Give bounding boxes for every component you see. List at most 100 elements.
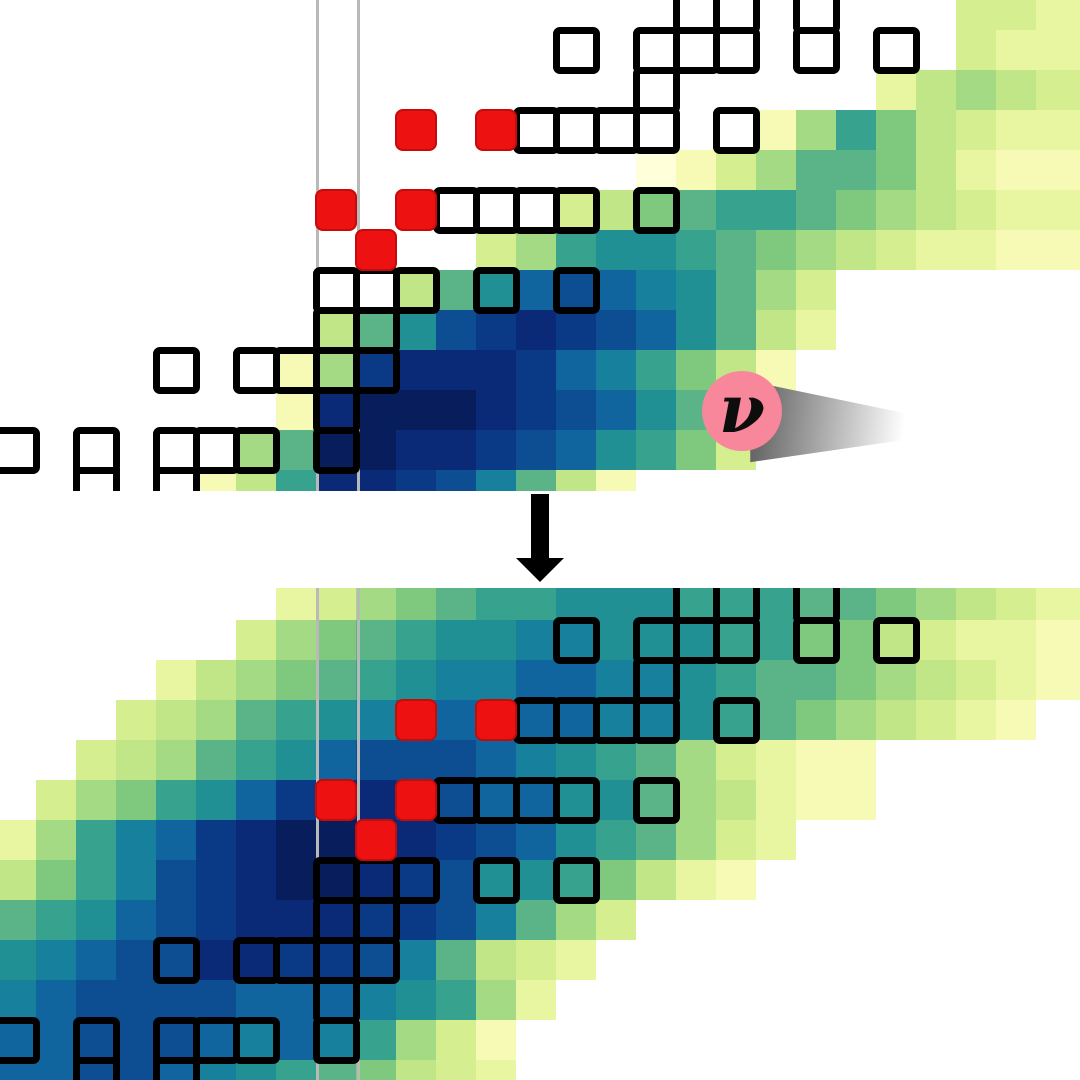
outlined-marker-cell <box>712 696 760 744</box>
vertical-guide-line <box>316 0 319 491</box>
heatmap-cell <box>316 820 356 860</box>
heatmap-cell <box>516 860 556 900</box>
heatmap-cell <box>396 900 436 940</box>
heatmap-cell <box>476 430 516 470</box>
heatmap-cell <box>636 860 676 900</box>
heatmap-cell <box>916 700 956 740</box>
heatmap-cell <box>476 980 516 1020</box>
heatmap-cell <box>76 740 116 780</box>
heatmap-cell <box>396 588 436 620</box>
heatmap-cell <box>956 150 996 190</box>
outlined-marker-cell <box>312 426 360 474</box>
heatmap-cell <box>196 980 236 1020</box>
heatmap-cell <box>476 740 516 780</box>
heatmap-cell <box>76 1060 116 1080</box>
heatmap-cell <box>236 620 276 660</box>
heatmap-cell <box>716 150 756 190</box>
heatmap-cell <box>516 820 556 860</box>
heatmap-cell <box>636 270 676 310</box>
heatmap-cell <box>796 588 836 620</box>
heatmap-cell <box>236 980 276 1020</box>
heatmap-cell <box>396 980 436 1020</box>
heatmap-cell <box>196 820 236 860</box>
heatmap-cell <box>516 660 556 700</box>
heatmap-cell <box>396 620 436 660</box>
outlined-marker-cell <box>72 1016 120 1064</box>
outlined-marker-cell <box>232 426 280 474</box>
heatmap-cell <box>276 1020 316 1060</box>
heatmap-cell <box>116 940 156 980</box>
heatmap-cell <box>476 660 516 700</box>
heatmap-cell <box>436 780 476 820</box>
heatmap-cell <box>676 620 716 660</box>
red-marker-cell <box>355 819 397 861</box>
heatmap-cell <box>476 1060 516 1080</box>
heatmap-cell <box>236 1060 276 1080</box>
heatmap-cell <box>516 230 556 270</box>
heatmap-cell <box>556 700 596 740</box>
heatmap-cell <box>556 230 596 270</box>
outlined-marker-cell <box>552 26 600 74</box>
heatmap-cell <box>996 30 1036 70</box>
outlined-marker-cell <box>872 616 920 664</box>
heatmap-cell <box>836 620 876 660</box>
heatmap-cell <box>356 700 396 740</box>
heatmap-cell <box>196 940 236 980</box>
heatmap-cell <box>636 588 676 620</box>
heatmap-cell <box>676 350 716 390</box>
heatmap-cell <box>636 740 676 780</box>
heatmap-cell <box>796 700 836 740</box>
heatmap-cell <box>756 620 796 660</box>
heatmap-cell <box>756 150 796 190</box>
heatmap-cell <box>316 860 356 900</box>
heatmap-cell <box>1036 0 1080 30</box>
down-arrow-head-icon <box>516 558 564 582</box>
heatmap-cell <box>116 1020 156 1060</box>
heatmap-cell <box>1036 660 1080 700</box>
heatmap-cell <box>876 700 916 740</box>
heatmap-cell <box>236 860 276 900</box>
heatmap-cell <box>76 820 116 860</box>
outlined-marker-cell <box>232 1016 280 1064</box>
outlined-marker-cell <box>72 426 120 474</box>
heatmap-cell <box>916 660 956 700</box>
heatmap-cell <box>716 230 756 270</box>
heatmap-cell <box>276 820 316 860</box>
outlined-marker-cell <box>472 266 520 314</box>
heatmap-cell <box>356 470 396 491</box>
heatmap-cell <box>236 780 276 820</box>
heatmap-cell <box>436 740 476 780</box>
heatmap-cell <box>316 700 356 740</box>
heatmap-cell <box>836 660 876 700</box>
heatmap-cell <box>436 820 476 860</box>
heatmap-cell <box>716 860 756 900</box>
heatmap-cell <box>196 700 236 740</box>
heatmap-cell <box>756 820 796 860</box>
heatmap-cell <box>396 1060 436 1080</box>
heatmap-cell <box>276 740 316 780</box>
heatmap-cell <box>156 1020 196 1060</box>
red-marker-cell <box>315 779 357 821</box>
heatmap-cell <box>316 940 356 980</box>
heatmap-cell <box>756 780 796 820</box>
outlined-marker-cell <box>632 106 680 154</box>
heatmap-cell <box>836 110 876 150</box>
heatmap-cell <box>1036 30 1080 70</box>
heatmap-cell <box>716 660 756 700</box>
heatmap-cell <box>436 1060 476 1080</box>
heatmap-cell <box>436 620 476 660</box>
heatmap-cell <box>276 1060 316 1080</box>
heatmap-cell <box>996 620 1036 660</box>
heatmap-cell <box>436 940 476 980</box>
heatmap-cell <box>716 780 756 820</box>
heatmap-cell <box>956 190 996 230</box>
heatmap-cell <box>956 30 996 70</box>
heatmap-cell <box>276 940 316 980</box>
heatmap-cell <box>196 660 236 700</box>
heatmap-cell <box>996 700 1036 740</box>
heatmap-cell <box>676 740 716 780</box>
outline-leg-bar <box>112 468 120 491</box>
heatmap-cell <box>956 700 996 740</box>
heatmap-cell <box>316 1020 356 1060</box>
heatmap-cell <box>276 470 316 491</box>
